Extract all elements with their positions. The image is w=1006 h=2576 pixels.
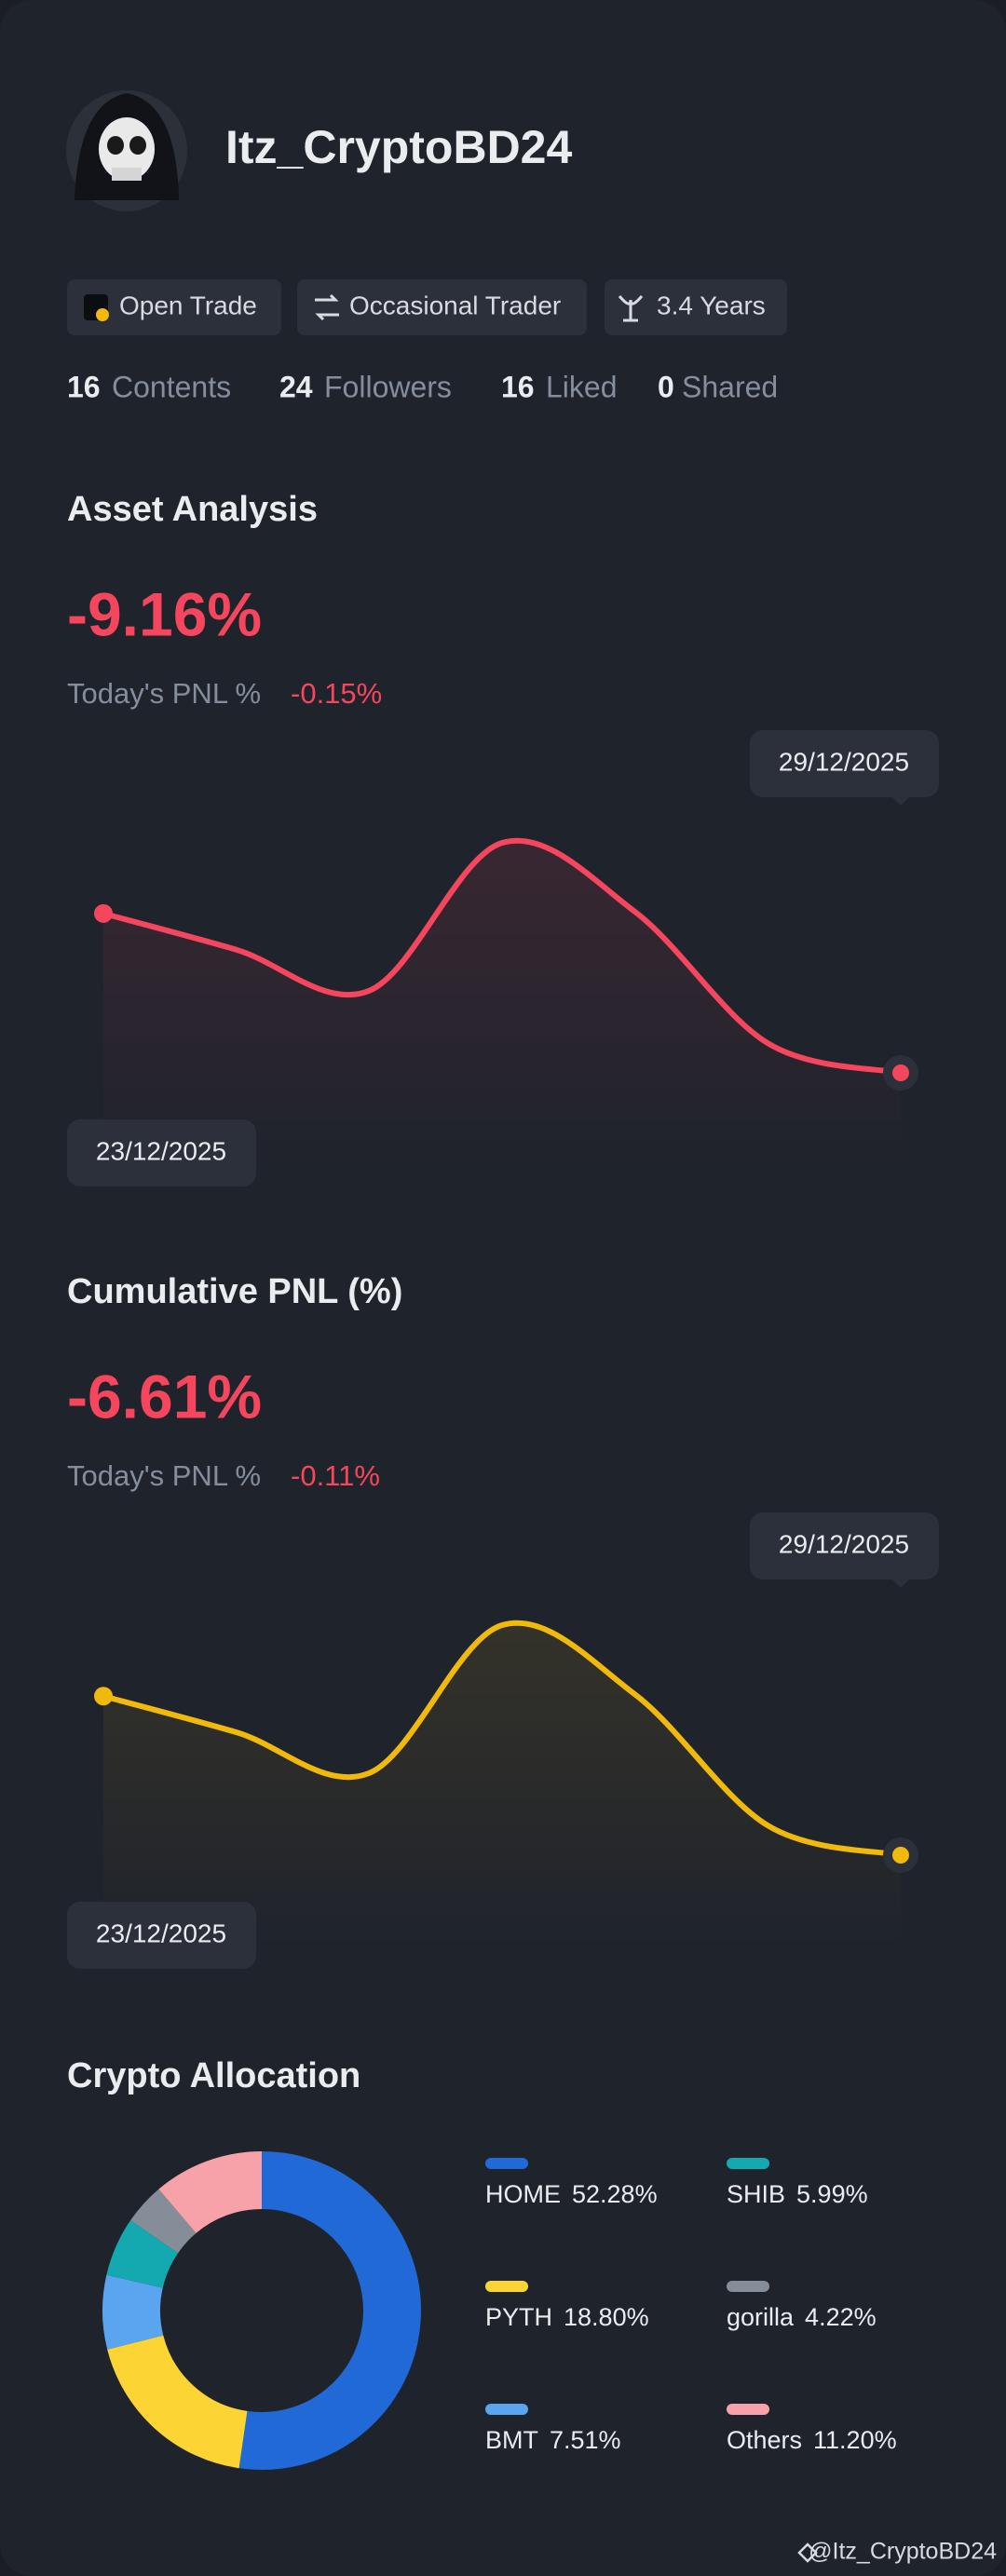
today-value: -0.11% [291, 1459, 380, 1492]
legend-name: Others [727, 2426, 802, 2454]
date-label: 29/12/2025 [779, 747, 909, 776]
legend-swatch [485, 2158, 528, 2169]
badge: Open Trade [67, 279, 281, 335]
start-dot [94, 1687, 113, 1706]
badge: Occasional Trader [297, 279, 587, 335]
stat-value: 16 [67, 370, 101, 403]
date-label: 23/12/2025 [96, 1136, 226, 1165]
date-bubble-pointer [892, 797, 909, 806]
line-area [103, 840, 901, 1167]
date-label: 23/12/2025 [96, 1918, 226, 1947]
legend-value: 5.99% [796, 2180, 868, 2208]
donut-slice [106, 2220, 179, 2289]
legend-value: 18.80% [564, 2303, 649, 2331]
end-dot [892, 1847, 909, 1864]
legend-label: gorilla 4.22% [727, 2303, 877, 2331]
line [101, 837, 904, 1076]
stat-value: 16 [501, 370, 535, 403]
donut-slice [238, 2151, 421, 2470]
date-bubble [67, 1902, 256, 1969]
line [101, 1620, 904, 1858]
donut-slice [130, 2189, 197, 2255]
today-label: Today's PNL % [67, 1459, 261, 1492]
footer-handle: @Itz_CryptoBD24 [809, 2539, 997, 2565]
badge-label: 3.4 Years [657, 291, 766, 319]
legend-value: 4.22% [805, 2303, 877, 2331]
date-bubble-pointer [892, 1579, 909, 1588]
legend-value: 7.51% [550, 2426, 621, 2454]
section-title: Crypto Allocation [67, 2056, 360, 2095]
today-value: -0.15% [291, 677, 382, 710]
legend-swatch [485, 2404, 528, 2415]
badge-label: Occasional Trader [349, 291, 561, 319]
donut-slice [102, 2274, 164, 2350]
legend-name: SHIB [727, 2180, 785, 2208]
legend-label: PYTH 18.80% [485, 2303, 649, 2331]
legend-label: HOME 52.28% [485, 2180, 658, 2208]
stat-label: Followers [324, 370, 452, 403]
stat-value: 24 [279, 370, 313, 403]
avatar[interactable] [66, 90, 187, 211]
legend-name: BMT [485, 2426, 538, 2454]
headline-value: -9.16% [67, 579, 262, 648]
section-title: Cumulative PNL (%) [67, 1272, 402, 1311]
legend-name: PYTH [485, 2303, 552, 2331]
legend-value: 11.20% [813, 2426, 897, 2454]
legend-swatch [727, 2281, 769, 2292]
end-dot [892, 1064, 909, 1081]
donut-slice [158, 2151, 264, 2234]
legend-label: BMT 7.51% [485, 2426, 621, 2454]
username: Itz_CryptoBD24 [225, 121, 572, 173]
logo [797, 2542, 818, 2563]
today-label: Today's PNL % [67, 677, 261, 710]
badge: 3.4 Years [605, 279, 787, 335]
legend-name: gorilla [727, 2303, 795, 2331]
donut-slice [107, 2334, 249, 2469]
legend-label: SHIB 5.99% [727, 2180, 868, 2208]
legend-name: HOME [485, 2180, 561, 2208]
stat-label: Shared [682, 370, 778, 403]
section-title: Asset Analysis [67, 490, 318, 529]
legend-swatch [727, 2158, 769, 2169]
stat-value: 0 [658, 370, 674, 403]
date-bubble [750, 1512, 939, 1579]
legend-swatch [727, 2404, 769, 2415]
headline-value: -6.61% [67, 1362, 262, 1430]
badge-label: Open Trade [119, 291, 257, 319]
legend-label: Others 11.20% [727, 2426, 897, 2454]
stat-label: Contents [112, 370, 231, 403]
stat-label: Liked [546, 370, 618, 403]
date-bubble [67, 1119, 256, 1186]
start-dot [94, 903, 113, 923]
legend-value: 52.28% [572, 2180, 658, 2208]
line-area [103, 1622, 901, 1949]
date-label: 29/12/2025 [779, 1529, 909, 1558]
date-bubble [750, 730, 939, 797]
legend-swatch [485, 2281, 528, 2292]
